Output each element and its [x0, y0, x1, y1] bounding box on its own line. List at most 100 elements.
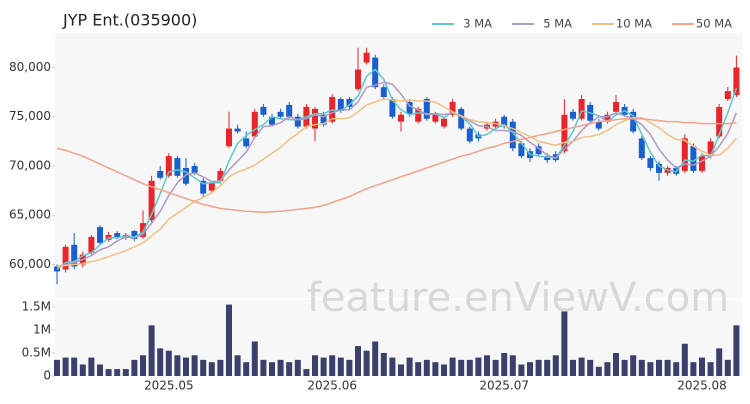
candle-body	[260, 106, 267, 115]
y-tick-label: 80,000	[9, 60, 51, 74]
candle-body	[131, 231, 138, 239]
y-tick-label: 65,000	[9, 208, 51, 222]
volume-bar	[269, 362, 275, 376]
candle-body	[389, 99, 396, 117]
volume-bar	[484, 355, 490, 376]
candle-body	[337, 99, 344, 111]
volume-bar	[174, 355, 181, 376]
legend-label: 10 MA	[616, 17, 652, 31]
candle-body	[690, 146, 697, 171]
volume-bar	[131, 359, 138, 376]
volume-bar	[88, 357, 95, 376]
volume-bar	[183, 357, 189, 376]
legend-label: 50 MA	[696, 17, 732, 31]
volume-bar	[337, 357, 344, 376]
volume-bar	[613, 352, 619, 376]
volume-bar	[527, 362, 533, 376]
volume-bar	[423, 359, 430, 376]
volume-bar	[79, 364, 86, 376]
candle-body	[355, 69, 361, 90]
volume-bar	[217, 359, 224, 376]
volume-bar	[449, 357, 456, 376]
candle-body	[449, 101, 456, 115]
volume-tick-label: 1.5M	[22, 299, 51, 313]
candle-body	[71, 244, 78, 267]
volume-tick-label: 0	[43, 369, 51, 383]
candle-body	[200, 180, 207, 194]
volume-bar	[458, 359, 465, 376]
volume-bar	[346, 359, 353, 376]
candle-body	[251, 111, 258, 137]
candle-body	[157, 170, 164, 178]
volume-bar	[544, 359, 551, 376]
legend-label: 3 MA	[463, 17, 492, 31]
price-panel	[55, 33, 742, 298]
volume-bar	[724, 359, 731, 376]
x-tick-label: 2025.05	[144, 379, 194, 393]
x-tick-label: 2025.06	[307, 379, 357, 393]
volume-bar	[157, 348, 164, 376]
volume-bar	[621, 359, 628, 376]
volume-bar	[355, 346, 361, 376]
volume-bar	[380, 352, 387, 376]
candle-body	[432, 114, 439, 122]
volume-bar	[466, 359, 473, 376]
volume-bar	[638, 359, 645, 376]
volume-bar	[673, 362, 680, 376]
candle-body	[604, 114, 611, 122]
candle-body	[217, 170, 224, 181]
volume-bar	[509, 355, 516, 376]
candle-body	[372, 57, 379, 88]
candle-body	[466, 128, 473, 142]
candle-body	[398, 114, 404, 122]
volume-tick-label: 1M	[33, 322, 51, 336]
volume-bar	[535, 359, 542, 376]
volume-bar	[475, 357, 482, 376]
candle-body	[535, 146, 542, 155]
candle-body	[638, 138, 645, 159]
volume-bar	[191, 355, 198, 376]
volume-bar	[716, 348, 723, 376]
watermark: feature.enViewV.com	[307, 275, 729, 321]
volume-bar	[707, 362, 714, 376]
ma-line	[56, 98, 737, 268]
volume-bar	[363, 350, 370, 376]
volume-bar	[656, 359, 662, 376]
volume-bar	[441, 364, 447, 376]
volume-bar	[432, 362, 439, 376]
volume-bar	[398, 364, 404, 376]
candle-body	[97, 227, 103, 243]
volume-bar	[552, 355, 559, 376]
volume-bar	[372, 341, 379, 376]
candle-body	[148, 180, 155, 221]
volume-bar	[681, 343, 688, 376]
candle-body	[191, 165, 198, 173]
candle-body	[226, 128, 232, 147]
candle-body	[699, 156, 705, 171]
volume-bar	[208, 362, 215, 376]
candle-body	[544, 156, 551, 161]
candle-body	[406, 101, 413, 114]
candle-body	[140, 223, 146, 237]
volume-bar	[148, 325, 155, 376]
candle-body	[114, 232, 121, 237]
volume-bar	[97, 364, 103, 376]
chart-title: JYP Ent.(035900)	[62, 11, 197, 30]
volume-bar	[200, 359, 207, 376]
candle-body	[62, 246, 69, 270]
candle-body	[234, 128, 241, 132]
volume-tick-label: 0.5M	[22, 345, 51, 359]
y-tick-label: 60,000	[9, 257, 51, 271]
ma-line	[56, 68, 738, 271]
candle-body	[294, 116, 301, 127]
volume-bar	[277, 359, 284, 376]
candle-body	[243, 138, 250, 147]
candle-body	[320, 114, 327, 125]
volume-bar	[518, 364, 525, 376]
volume-bar	[140, 355, 146, 376]
volume-bar	[105, 369, 112, 376]
volume-bar	[114, 369, 121, 376]
candle-body	[380, 87, 387, 98]
volume-bar	[578, 357, 585, 376]
